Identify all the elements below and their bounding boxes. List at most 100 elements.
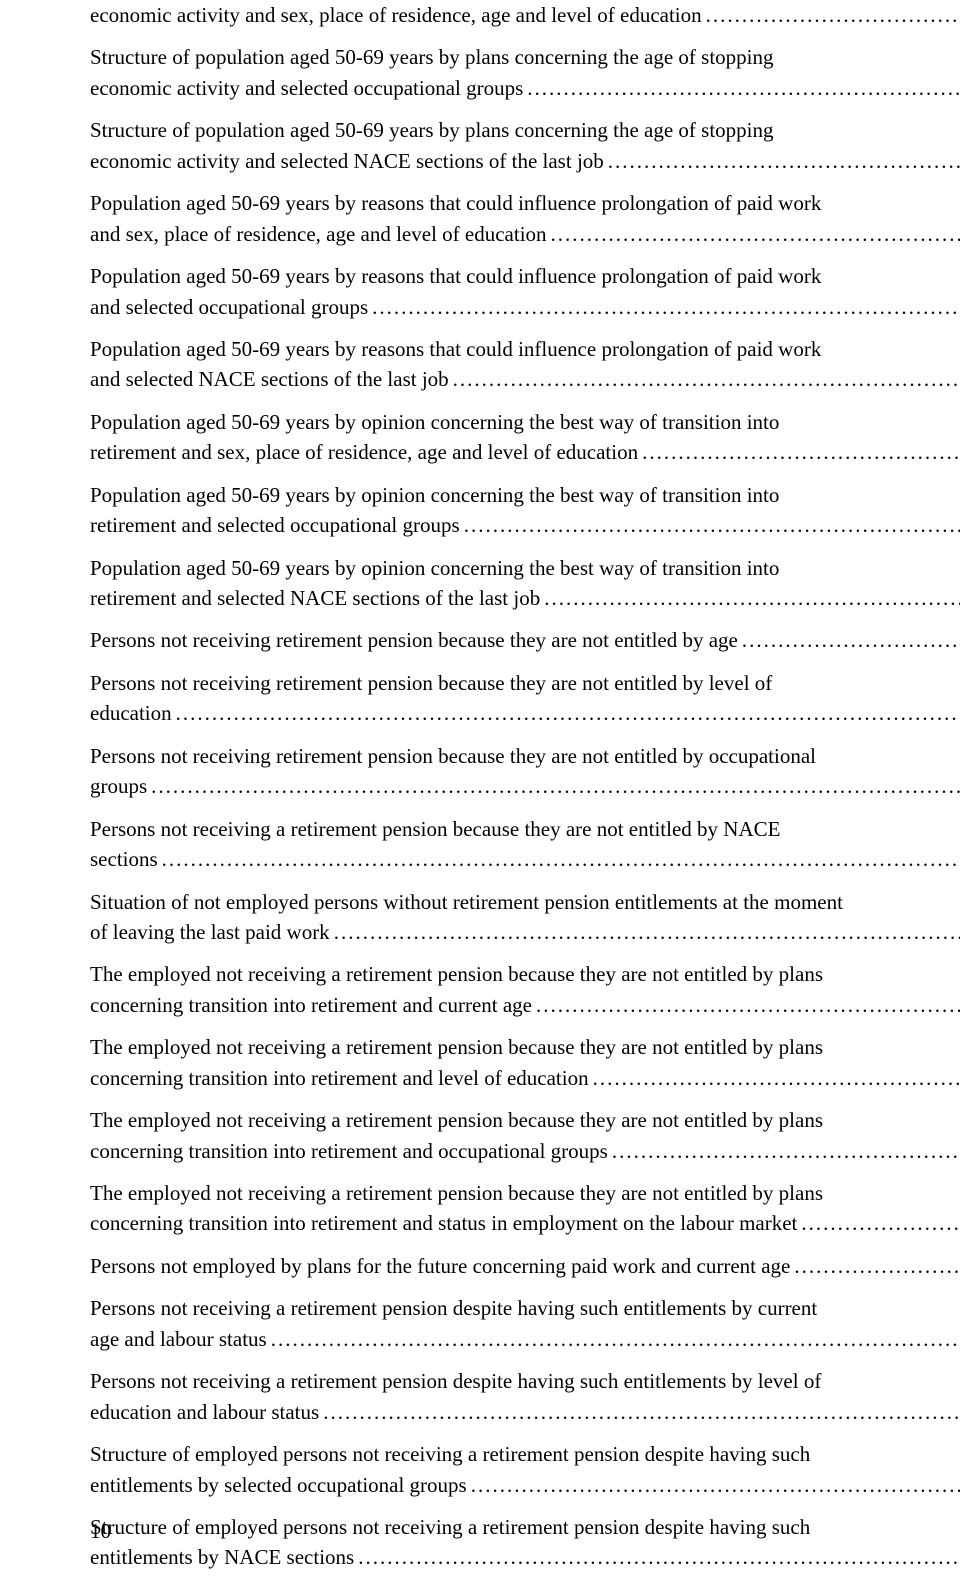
toc-entry-lastline: age and labour status...................… (90, 1324, 960, 1354)
toc-entry-line: Persons not receiving retirement pension… (90, 668, 960, 698)
toc-entry-tail: entitlements by selected occupational gr… (90, 1470, 467, 1500)
toc-entry-tail: and sex, place of residence, age and lev… (90, 219, 547, 249)
toc-entry-tail: retirement and selected NACE sections of… (90, 583, 540, 613)
toc-entry-lastline: concerning transition into retirement an… (90, 1136, 960, 1166)
toc-row: The employed not receiving a retirement … (90, 959, 900, 1020)
toc-entry-line: Persons not receiving retirement pension… (90, 741, 960, 771)
toc-row: Structure of employed persons not receiv… (90, 1512, 900, 1573)
toc-entry-lastline: economic activity and selected occupatio… (90, 73, 960, 103)
toc-entry-line: Population aged 50-69 years by opinion c… (90, 553, 960, 583)
leader-dots: ........................................… (638, 437, 960, 467)
toc-row: Persons not receiving a retirement pensi… (90, 1293, 900, 1354)
toc-text: Persons not receiving a retirement pensi… (90, 1293, 960, 1354)
leader-dots: ........................................… (449, 364, 960, 394)
toc-entry-tail: and selected NACE sections of the last j… (90, 364, 449, 394)
toc-text: The employed not receiving a retirement … (90, 1178, 960, 1239)
toc-row: Population aged 50-69 years by opinion c… (90, 553, 900, 614)
toc-entry-lastline: education and labour status.............… (90, 1397, 960, 1427)
toc-entry-tail: sections (90, 844, 158, 874)
leader-dots: ........................................… (267, 1324, 960, 1354)
toc-entry-tail: retirement and sex, place of residence, … (90, 437, 638, 467)
toc-entry-line: The employed not receiving a retirement … (90, 1032, 960, 1062)
toc-text: Situation of not employed persons withou… (90, 887, 960, 948)
leader-dots: ........................................… (319, 1397, 960, 1427)
toc-entry-line: Population aged 50-69 years by reasons t… (90, 261, 960, 291)
toc-row: Situation of not employed persons withou… (90, 887, 900, 948)
leader-dots: ........................................… (158, 844, 960, 874)
toc-text: Persons not receiving retirement pension… (90, 625, 960, 655)
toc-text: The employed not receiving a retirement … (90, 959, 960, 1020)
toc-row: economic activity and sex, place of resi… (90, 0, 900, 30)
leader-dots: ........................................… (172, 698, 960, 728)
toc-entry-lastline: Persons not receiving retirement pension… (90, 625, 960, 655)
toc-entry-line: The employed not receiving a retirement … (90, 1105, 960, 1135)
toc-entry-tail: economic activity and selected NACE sect… (90, 146, 604, 176)
toc-text: The employed not receiving a retirement … (90, 1032, 960, 1093)
toc-row: Persons not receiving a retirement pensi… (90, 814, 900, 875)
toc-row: Population aged 50-69 years by reasons t… (90, 334, 900, 395)
toc-text: Persons not receiving retirement pension… (90, 668, 960, 729)
toc-entry-tail: education (90, 698, 172, 728)
toc-entry-line: Population aged 50-69 years by opinion c… (90, 407, 960, 437)
toc-entry-line: Population aged 50-69 years by reasons t… (90, 334, 960, 364)
toc-row: Structure of population aged 50-69 years… (90, 115, 900, 176)
toc-entry-lastline: and selected NACE sections of the last j… (90, 364, 960, 394)
toc-entry-line: Population aged 50-69 years by reasons t… (90, 188, 960, 218)
leader-dots: ........................................… (330, 917, 960, 947)
toc-entry-tail: concerning transition into retirement an… (90, 1208, 797, 1238)
page: economic activity and sex, place of resi… (0, 0, 960, 1573)
toc-text: Persons not receiving retirement pension… (90, 741, 960, 802)
toc-row: Structure of employed persons not receiv… (90, 1439, 900, 1500)
leader-dots: ........................................… (702, 0, 960, 30)
toc-entry-line: Situation of not employed persons withou… (90, 887, 960, 917)
toc-entry-lastline: sections................................… (90, 844, 960, 874)
toc-entry-line: Structure of population aged 50-69 years… (90, 115, 960, 145)
toc-entry-tail: education and labour status (90, 1397, 319, 1427)
leader-dots: ........................................… (547, 219, 960, 249)
toc-text: Population aged 50-69 years by opinion c… (90, 407, 960, 468)
leader-dots: ........................................… (467, 1470, 960, 1500)
leader-dots: ........................................… (532, 990, 960, 1020)
toc-row: Persons not employed by plans for the fu… (90, 1251, 900, 1281)
toc-row: The employed not receiving a retirement … (90, 1032, 900, 1093)
leader-dots: ........................................… (604, 146, 960, 176)
toc-entry-tail: entitlements by NACE sections (90, 1542, 354, 1572)
toc-entry-tail: concerning transition into retirement an… (90, 990, 532, 1020)
toc-entry-tail: Persons not employed by plans for the fu… (90, 1251, 790, 1281)
toc-entry-lastline: economic activity and sex, place of resi… (90, 0, 960, 30)
toc-entry-lastline: and sex, place of residence, age and lev… (90, 219, 960, 249)
toc-text: Structure of employed persons not receiv… (90, 1512, 960, 1573)
toc-entry-tail: concerning transition into retirement an… (90, 1136, 608, 1166)
leader-dots: ........................................… (460, 510, 960, 540)
toc-text: Structure of population aged 50-69 years… (90, 42, 960, 103)
toc-entry-line: Persons not receiving a retirement pensi… (90, 814, 960, 844)
toc-text: Population aged 50-69 years by opinion c… (90, 480, 960, 541)
toc-text: economic activity and sex, place of resi… (90, 0, 960, 30)
page-number: 10 (90, 1519, 111, 1544)
toc-entry-lastline: entitlements by selected occupational gr… (90, 1470, 960, 1500)
toc-entry-line: Structure of population aged 50-69 years… (90, 42, 960, 72)
toc-row: Structure of population aged 50-69 years… (90, 42, 900, 103)
leader-dots: ........................................… (738, 625, 960, 655)
toc-row: Persons not receiving a retirement pensi… (90, 1366, 900, 1427)
leader-dots: ........................................… (589, 1063, 960, 1093)
toc-entry-tail: groups (90, 771, 147, 801)
toc-text: Persons not employed by plans for the fu… (90, 1251, 960, 1281)
toc-entry-lastline: entitlements by NACE sections...........… (90, 1542, 960, 1572)
toc-row: Population aged 50-69 years by reasons t… (90, 188, 900, 249)
leader-dots: ........................................… (523, 73, 960, 103)
toc-entry-lastline: economic activity and selected NACE sect… (90, 146, 960, 176)
toc-entry-line: The employed not receiving a retirement … (90, 1178, 960, 1208)
leader-dots: ........................................… (368, 292, 960, 322)
toc-entry-line: Population aged 50-69 years by opinion c… (90, 480, 960, 510)
toc-entry-line: Persons not receiving a retirement pensi… (90, 1366, 960, 1396)
toc-entry-tail: concerning transition into retirement an… (90, 1063, 589, 1093)
toc-row: Persons not receiving retirement pension… (90, 625, 900, 655)
toc-entry-tail: age and labour status (90, 1324, 267, 1354)
toc-entry-tail: and selected occupational groups (90, 292, 368, 322)
toc-entry-tail: economic activity and sex, place of resi… (90, 0, 702, 30)
toc-text: Persons not receiving a retirement pensi… (90, 1366, 960, 1427)
toc-row: Persons not receiving retirement pension… (90, 668, 900, 729)
toc-entry-tail: Persons not receiving retirement pension… (90, 625, 738, 655)
toc-text: Population aged 50-69 years by opinion c… (90, 553, 960, 614)
